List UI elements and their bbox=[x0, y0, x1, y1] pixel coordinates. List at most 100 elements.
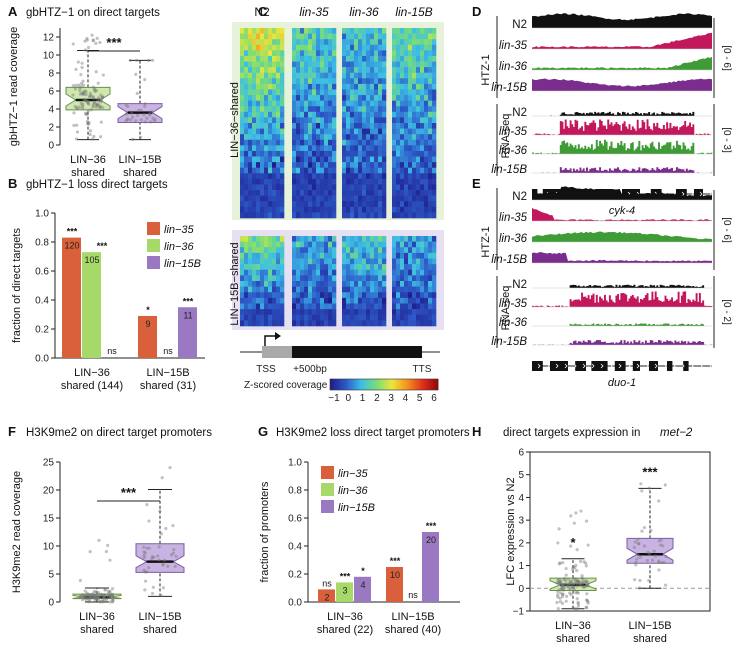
heatmap-cell bbox=[420, 286, 425, 293]
heatmap-cell bbox=[296, 128, 301, 135]
heatmap-cell bbox=[374, 241, 379, 248]
d-rna-bar bbox=[676, 167, 678, 173]
e-strand-chevron-icon bbox=[591, 363, 595, 369]
e-rna-bar bbox=[662, 341, 665, 345]
heatmap-cell bbox=[324, 28, 329, 34]
h-box-1-point bbox=[586, 601, 590, 605]
heatmap-cell bbox=[378, 314, 383, 321]
heatmap-cell bbox=[362, 297, 367, 304]
h-box-1-point bbox=[574, 580, 578, 584]
e-rna-bar bbox=[582, 325, 585, 326]
heatmap-cell bbox=[304, 117, 309, 124]
heatmap-cell bbox=[260, 83, 265, 90]
heatmap-cell bbox=[374, 95, 379, 101]
h-ytick-label: 5 bbox=[518, 470, 524, 481]
heatmap-cell bbox=[358, 100, 363, 107]
f-box-1-point bbox=[96, 596, 101, 601]
heatmap-cell bbox=[292, 167, 297, 174]
heatmap-cell bbox=[256, 145, 261, 152]
f-box-1-point bbox=[79, 593, 84, 598]
heatmap-cell bbox=[382, 39, 387, 46]
heatmap-cell bbox=[296, 111, 301, 118]
d-rna-bar bbox=[633, 150, 636, 154]
f-box-1-point bbox=[82, 595, 86, 599]
e-rna-bar bbox=[656, 342, 659, 345]
d-rna-bar bbox=[548, 134, 551, 135]
d-rna-bar bbox=[620, 140, 623, 154]
d-rna-bar bbox=[672, 112, 675, 116]
d-rna-bar bbox=[680, 113, 683, 116]
heatmap-cell bbox=[304, 50, 309, 57]
heatmap-cell bbox=[396, 212, 401, 219]
heatmap-cell bbox=[428, 264, 433, 271]
a-box-1-point bbox=[88, 132, 92, 137]
e-rna-bar bbox=[646, 286, 649, 288]
heatmap-cell bbox=[354, 292, 359, 299]
heatmap-cell bbox=[272, 258, 277, 265]
heatmap-cell bbox=[280, 44, 285, 51]
heatmap-cell bbox=[374, 67, 379, 74]
heatmap-cell bbox=[370, 55, 375, 62]
heatmap-cell bbox=[382, 184, 387, 191]
d-rna-bar bbox=[661, 168, 664, 173]
heatmap-cell bbox=[276, 156, 281, 163]
heatmap-cell bbox=[328, 162, 333, 169]
heatmap-cell bbox=[350, 39, 355, 46]
heatmap-cell bbox=[428, 212, 433, 219]
d-rna-bar bbox=[649, 129, 652, 135]
d-rna-bar bbox=[625, 150, 628, 154]
heatmap-cell bbox=[412, 50, 417, 57]
b-legend-label-1: lin−35 bbox=[164, 224, 195, 236]
heatmap-cell bbox=[342, 39, 347, 46]
d-rna-bar bbox=[620, 130, 623, 135]
h-box-1-point bbox=[573, 577, 577, 581]
d-rna-bar bbox=[559, 167, 562, 173]
heatmap-cell bbox=[276, 275, 281, 282]
e-rna-bar bbox=[646, 293, 649, 307]
heatmap-cell bbox=[256, 44, 261, 51]
heatmap-cell bbox=[396, 128, 401, 135]
heatmap-cell bbox=[350, 83, 355, 90]
d-rna-bar bbox=[636, 146, 639, 154]
h-box-1-point bbox=[580, 574, 584, 578]
h-box-2-point bbox=[659, 538, 663, 542]
heatmap-cell bbox=[366, 206, 371, 213]
h-box-1-point bbox=[579, 580, 583, 585]
heatmap-cell bbox=[252, 258, 257, 265]
heatmap-cell bbox=[244, 100, 249, 107]
d-rna-bar bbox=[559, 114, 562, 116]
heatmap-cell bbox=[276, 314, 281, 321]
a-box-1-point bbox=[74, 83, 78, 88]
f-box-1-point bbox=[107, 592, 111, 596]
f-box-1-point bbox=[87, 595, 91, 599]
heatmap-cell bbox=[382, 206, 387, 213]
heatmap-cell bbox=[260, 201, 265, 208]
heatmap-cell bbox=[424, 178, 429, 185]
heatmap-cell bbox=[420, 134, 425, 141]
heatmap-cell bbox=[332, 117, 337, 124]
d-rna-bar bbox=[628, 148, 631, 154]
heatmap-cell bbox=[276, 78, 281, 85]
d-rna-bar bbox=[630, 129, 633, 135]
heatmap-cell bbox=[412, 212, 417, 219]
heatmap-cell bbox=[432, 100, 437, 107]
d-rna-bar bbox=[687, 148, 690, 154]
heatmap-cell bbox=[378, 236, 383, 242]
heatmap-cell bbox=[412, 72, 417, 79]
heatmap-cell bbox=[296, 201, 301, 208]
heatmap-cell bbox=[328, 100, 333, 107]
g-bar-1-2-count: 3 bbox=[342, 585, 347, 595]
heatmap-cell bbox=[362, 89, 367, 96]
heatmap-cell bbox=[346, 173, 351, 180]
heatmap-cell bbox=[308, 111, 313, 118]
e-rna-bar bbox=[597, 340, 600, 345]
f-ytick-label: 20 bbox=[43, 486, 55, 497]
heatmap-cell bbox=[280, 50, 285, 57]
e-rna-bar bbox=[623, 324, 626, 326]
heatmap-cell bbox=[412, 162, 417, 169]
heatmap-cell bbox=[320, 156, 325, 163]
e-rna-bar bbox=[631, 343, 634, 345]
heatmap-cell bbox=[382, 241, 387, 248]
colorbar-segment bbox=[436, 379, 439, 390]
heatmap-cell bbox=[362, 173, 367, 180]
